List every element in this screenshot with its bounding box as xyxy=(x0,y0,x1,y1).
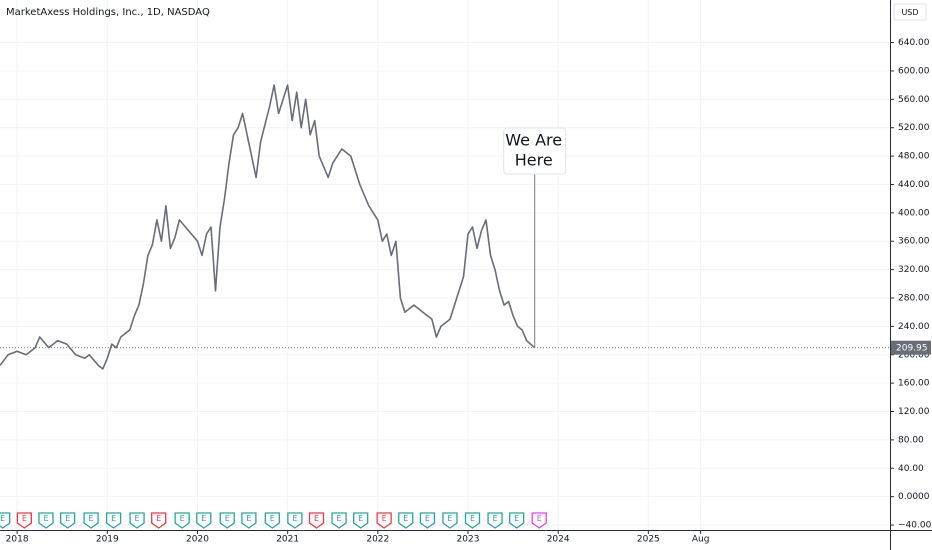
y-tick-label: 320.00 xyxy=(898,265,930,275)
earnings-marker xyxy=(442,512,458,529)
x-tick-label: 2020 xyxy=(186,535,209,545)
earnings-marker xyxy=(16,512,32,529)
earnings-marker xyxy=(287,512,303,529)
chart-title: MarketAxess Holdings, Inc., 1D, NASDAQ xyxy=(6,7,210,18)
earnings-label: E xyxy=(65,514,70,523)
earnings-label: E xyxy=(156,514,161,523)
earnings-marker xyxy=(0,512,11,529)
earnings-label: E xyxy=(0,514,5,523)
earnings-label: E xyxy=(470,514,475,523)
y-tick-label: 40.00 xyxy=(898,464,924,474)
currency-box[interactable] xyxy=(893,3,927,21)
earnings-label: E xyxy=(382,514,387,523)
y-tick-label: 400.00 xyxy=(898,208,930,218)
earnings-marker xyxy=(487,512,503,529)
y-tick-label: 160.00 xyxy=(898,379,930,389)
earnings-label: E xyxy=(201,514,206,523)
earnings-label: E xyxy=(314,514,319,523)
y-tick-label: −40.00 xyxy=(898,521,932,531)
earnings-label: E xyxy=(22,514,27,523)
earnings-label: E xyxy=(358,514,363,523)
annotation-text: Here xyxy=(515,151,553,170)
y-tick-label: 640.00 xyxy=(898,38,930,48)
earnings-label: E xyxy=(225,514,230,523)
earnings-label: E xyxy=(111,514,116,523)
earnings-marker xyxy=(419,512,436,529)
earnings-label: E xyxy=(180,514,185,523)
earnings-marker xyxy=(151,512,167,529)
earnings-marker xyxy=(264,512,280,529)
y-tick-label: 120.00 xyxy=(898,407,930,417)
earnings-marker xyxy=(219,512,235,529)
earnings-marker xyxy=(241,512,257,529)
earnings-label: E xyxy=(135,514,140,523)
x-tick-label: 2019 xyxy=(96,535,119,545)
x-tick-label: 2024 xyxy=(547,535,570,545)
earnings-label: E xyxy=(292,514,297,523)
x-tick-label: 2025 xyxy=(637,535,660,545)
annotation-text: We Are xyxy=(505,131,562,150)
x-tick-label: 2021 xyxy=(276,535,299,545)
earnings-marker xyxy=(531,512,547,529)
y-tick-label: 360.00 xyxy=(898,237,930,247)
last-price-label: 209.95 xyxy=(896,344,928,354)
y-tick-label: 200.00 xyxy=(898,350,930,360)
x-tick-label: Aug xyxy=(692,535,710,545)
earnings-marker xyxy=(398,512,414,529)
earnings-label: E xyxy=(537,514,542,523)
y-tick-label: 0.0000 xyxy=(898,492,930,502)
y-tick-label: 520.00 xyxy=(898,123,930,133)
earnings-marker xyxy=(376,512,392,529)
x-tick-label: 2018 xyxy=(6,535,29,545)
price-line xyxy=(0,84,536,370)
earnings-marker xyxy=(59,512,76,529)
earnings-label: E xyxy=(43,514,48,523)
earnings-marker xyxy=(83,512,99,529)
earnings-label: E xyxy=(514,514,519,523)
x-tick-label: 2023 xyxy=(457,535,480,545)
earnings-marker xyxy=(129,512,145,529)
x-tick-label: 2022 xyxy=(366,535,389,545)
earnings-marker xyxy=(196,512,212,529)
earnings-label: E xyxy=(403,514,408,523)
earnings-marker xyxy=(38,512,54,529)
earnings-label: E xyxy=(89,514,94,523)
y-tick-label: 560.00 xyxy=(898,95,930,105)
annotation-box xyxy=(503,127,567,175)
earnings-marker xyxy=(308,512,325,529)
earnings-marker xyxy=(331,512,347,529)
earnings-marker xyxy=(509,512,525,529)
earnings-marker xyxy=(174,512,190,529)
earnings-label: E xyxy=(425,514,430,523)
currency-label[interactable]: USD xyxy=(901,8,918,17)
earnings-label: E xyxy=(337,514,342,523)
y-tick-label: 280.00 xyxy=(898,293,930,303)
last-price-box xyxy=(891,340,931,355)
earnings-label: E xyxy=(270,514,275,523)
y-tick-label: 80.00 xyxy=(898,435,924,445)
y-tick-label: 480.00 xyxy=(898,152,930,162)
earnings-label: E xyxy=(493,514,498,523)
earnings-label: E xyxy=(447,514,452,523)
earnings-marker xyxy=(353,512,369,529)
earnings-label: E xyxy=(246,514,251,523)
earnings-marker xyxy=(105,512,122,529)
y-tick-label: 240.00 xyxy=(898,322,930,332)
earnings-marker xyxy=(464,512,481,529)
y-tick-label: 440.00 xyxy=(898,180,930,190)
y-tick-label: 600.00 xyxy=(898,66,930,76)
